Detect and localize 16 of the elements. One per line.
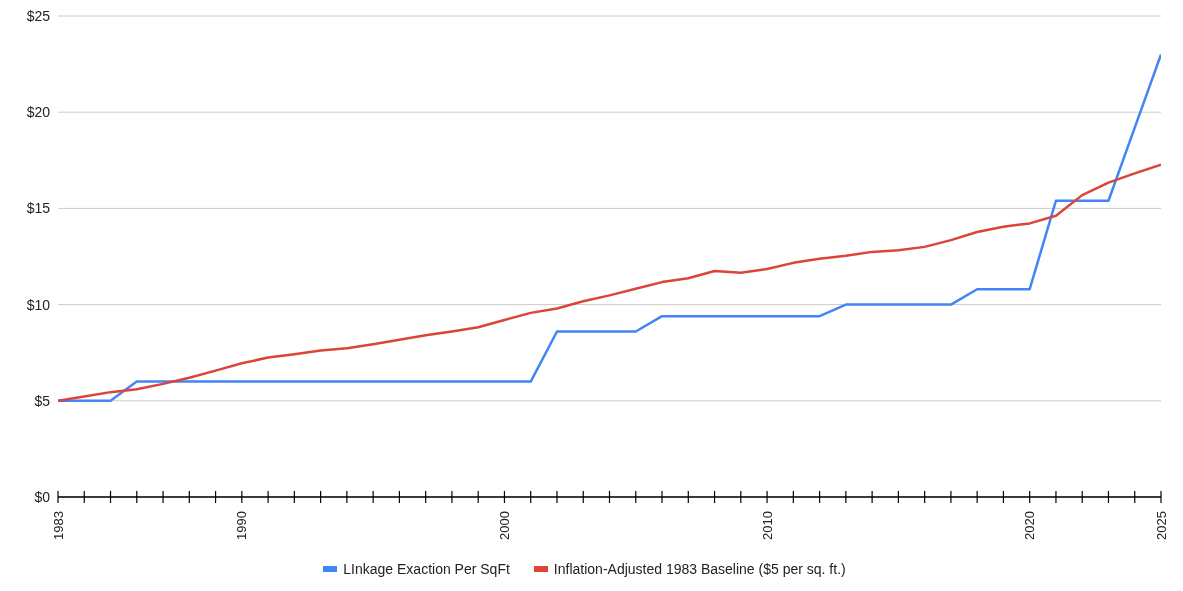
line-series	[58, 53, 1161, 403]
y-tick-label: $5	[34, 392, 51, 409]
x-tick-label: 2000	[496, 511, 512, 540]
y-tick-label: $20	[26, 104, 51, 121]
y-tick-label: $10	[26, 296, 51, 313]
x-tick-label: 2010	[759, 511, 775, 540]
line-series	[58, 163, 1161, 403]
y-tick-label: $15	[26, 200, 51, 217]
x-tick-label: 1990	[234, 511, 250, 540]
y-tick-label: $0	[34, 488, 51, 505]
x-tick-label: 2020	[1022, 511, 1038, 540]
x-tick-label: 1983	[50, 511, 66, 540]
x-tick-label: 2025	[1153, 511, 1169, 540]
y-tick-label: $25	[26, 7, 51, 24]
legend-label: LInkage Exaction Per SqFt	[343, 561, 510, 577]
legend-label: Inflation-Adjusted 1983 Baseline ($5 per sq. ft.)	[553, 561, 846, 577]
